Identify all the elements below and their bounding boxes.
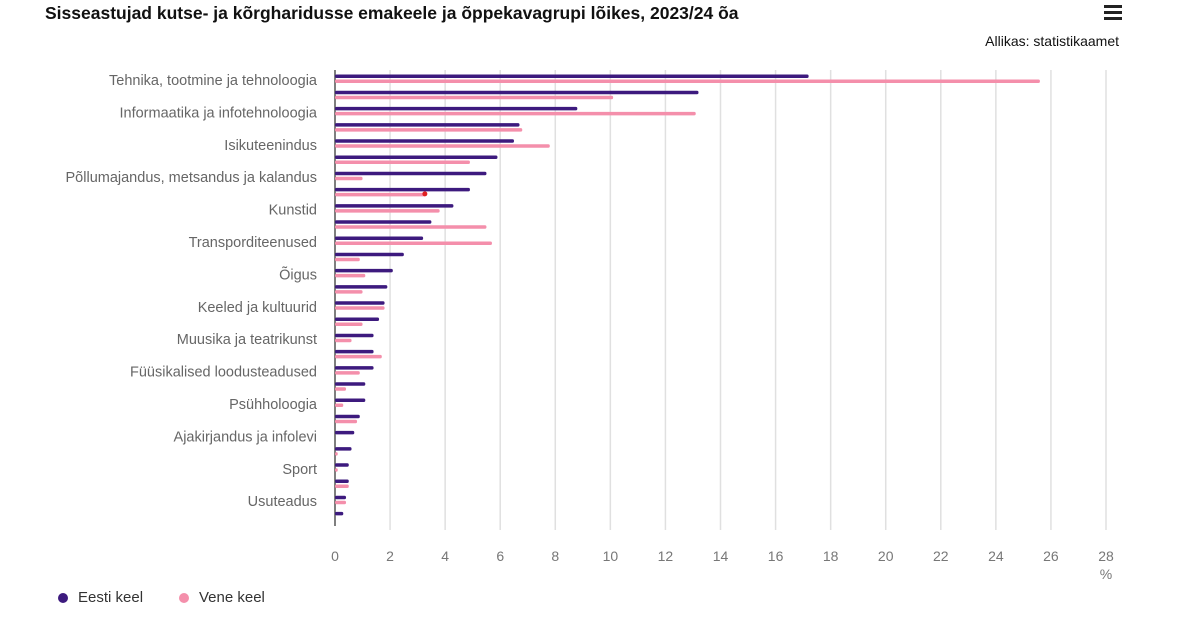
bar-vene	[335, 354, 382, 359]
chart-title: Sisseastujad kutse- ja kõrgharidusse ema…	[45, 3, 739, 23]
bar-vene	[335, 419, 358, 424]
x-tick-label: 24	[988, 548, 1004, 564]
category-label: Ajakirjandus ja infolevi	[174, 429, 317, 445]
bar-vene	[335, 371, 360, 375]
bar-vene	[335, 290, 363, 294]
bar-vene	[335, 209, 440, 213]
bar-vene	[335, 95, 614, 100]
bar-eesti	[335, 139, 514, 143]
x-tick-label: 14	[713, 548, 729, 564]
x-tick-label: 12	[658, 548, 674, 564]
category-label: Sport	[282, 462, 317, 478]
bar-eesti	[335, 495, 347, 500]
bar-vene	[335, 500, 347, 505]
bar-eesti	[335, 155, 498, 159]
legend-item-eesti[interactable]: Eesti keel	[58, 589, 143, 606]
bar-vene	[335, 144, 550, 148]
bar-eesti	[335, 511, 344, 516]
bar-vene	[335, 273, 366, 278]
legend-label: Vene keel	[199, 589, 265, 606]
x-tick-label: 22	[933, 548, 949, 564]
bar-eesti	[335, 171, 487, 176]
bar-vene	[335, 257, 360, 262]
bar-vene	[335, 160, 470, 164]
bar-eesti	[335, 463, 349, 467]
x-tick-label: 18	[823, 548, 839, 564]
bar-eesti	[335, 187, 470, 192]
bar-eesti	[335, 236, 424, 240]
bar-vene	[335, 241, 492, 245]
x-tick-label: 16	[768, 548, 784, 564]
x-tick-label: 6	[496, 548, 504, 564]
legend-marker-icon	[179, 592, 189, 603]
x-tick-label: 28	[1098, 548, 1114, 564]
bar-eesti	[335, 204, 454, 208]
bar-eesti	[335, 414, 360, 419]
bar-eesti	[335, 123, 520, 127]
legend-marker-icon	[58, 592, 68, 603]
x-tick-label: 26	[1043, 548, 1059, 564]
bar-vene	[335, 452, 338, 456]
x-tick-label: 0	[331, 548, 339, 564]
x-tick-label: 20	[878, 548, 894, 564]
x-tick-label: 8	[551, 548, 559, 564]
x-tick-label: 10	[603, 548, 619, 564]
category-label: Füüsikalised loodusteadused	[130, 365, 317, 381]
bar-eesti	[335, 106, 578, 111]
category-label: Usuteadus	[248, 494, 317, 510]
x-tick-label: 2	[386, 548, 394, 564]
bar-eesti	[335, 285, 388, 289]
category-label: Keeled ja kultuurid	[198, 300, 317, 316]
bar-vene	[335, 387, 347, 391]
category-label: Psühholoogia	[229, 397, 318, 413]
bar-eesti	[335, 90, 699, 95]
legend-label: Eesti keel	[78, 589, 144, 606]
bar-vene	[335, 176, 363, 181]
bar-vene	[335, 468, 338, 472]
bar-eesti	[335, 301, 385, 305]
bar-eesti	[335, 398, 366, 402]
bar-eesti	[335, 252, 404, 257]
bar-eesti	[335, 447, 352, 451]
bar-eesti	[335, 74, 809, 78]
bar-eesti	[335, 430, 355, 435]
x-tick-label: 4	[441, 548, 449, 564]
legend-item-vene[interactable]: Vene keel	[179, 589, 265, 606]
category-label: Muusika ja teatrikunst	[177, 332, 317, 348]
bar-vene	[335, 403, 344, 407]
bar-vene	[335, 79, 1040, 83]
category-label: Kunstid	[269, 203, 317, 219]
bar-eesti	[335, 479, 349, 483]
bar-vene	[335, 484, 349, 488]
bar-eesti	[335, 382, 366, 386]
bar-vene	[335, 192, 426, 197]
bar-vene	[335, 225, 487, 229]
bar-vene	[335, 306, 385, 310]
cursor-dot	[422, 191, 428, 197]
category-label: Transporditeenused	[189, 235, 317, 251]
bar-vene	[335, 111, 696, 116]
category-label: Isikuteenindus	[224, 138, 317, 154]
bar-vene	[335, 128, 523, 132]
bar-eesti	[335, 349, 374, 354]
bar-eesti	[335, 268, 393, 273]
category-label: Tehnika, tootmine ja tehnoloogia	[109, 73, 318, 89]
category-label: Informaatika ja infotehnoloogia	[120, 105, 318, 121]
source-label: Allikas: statistikaamet	[985, 33, 1119, 49]
x-axis-unit: %	[1100, 566, 1112, 582]
bar-vene	[335, 338, 352, 343]
bar-eesti	[335, 366, 374, 370]
category-label: Õigus	[279, 266, 317, 283]
bar-eesti	[335, 333, 374, 338]
category-label: Põllumajandus, metsandus ja kalandus	[66, 170, 317, 186]
bar-eesti	[335, 317, 380, 321]
bar-vene	[335, 322, 363, 326]
bar-eesti	[335, 220, 432, 224]
hamburger-menu-icon[interactable]	[1104, 5, 1122, 21]
